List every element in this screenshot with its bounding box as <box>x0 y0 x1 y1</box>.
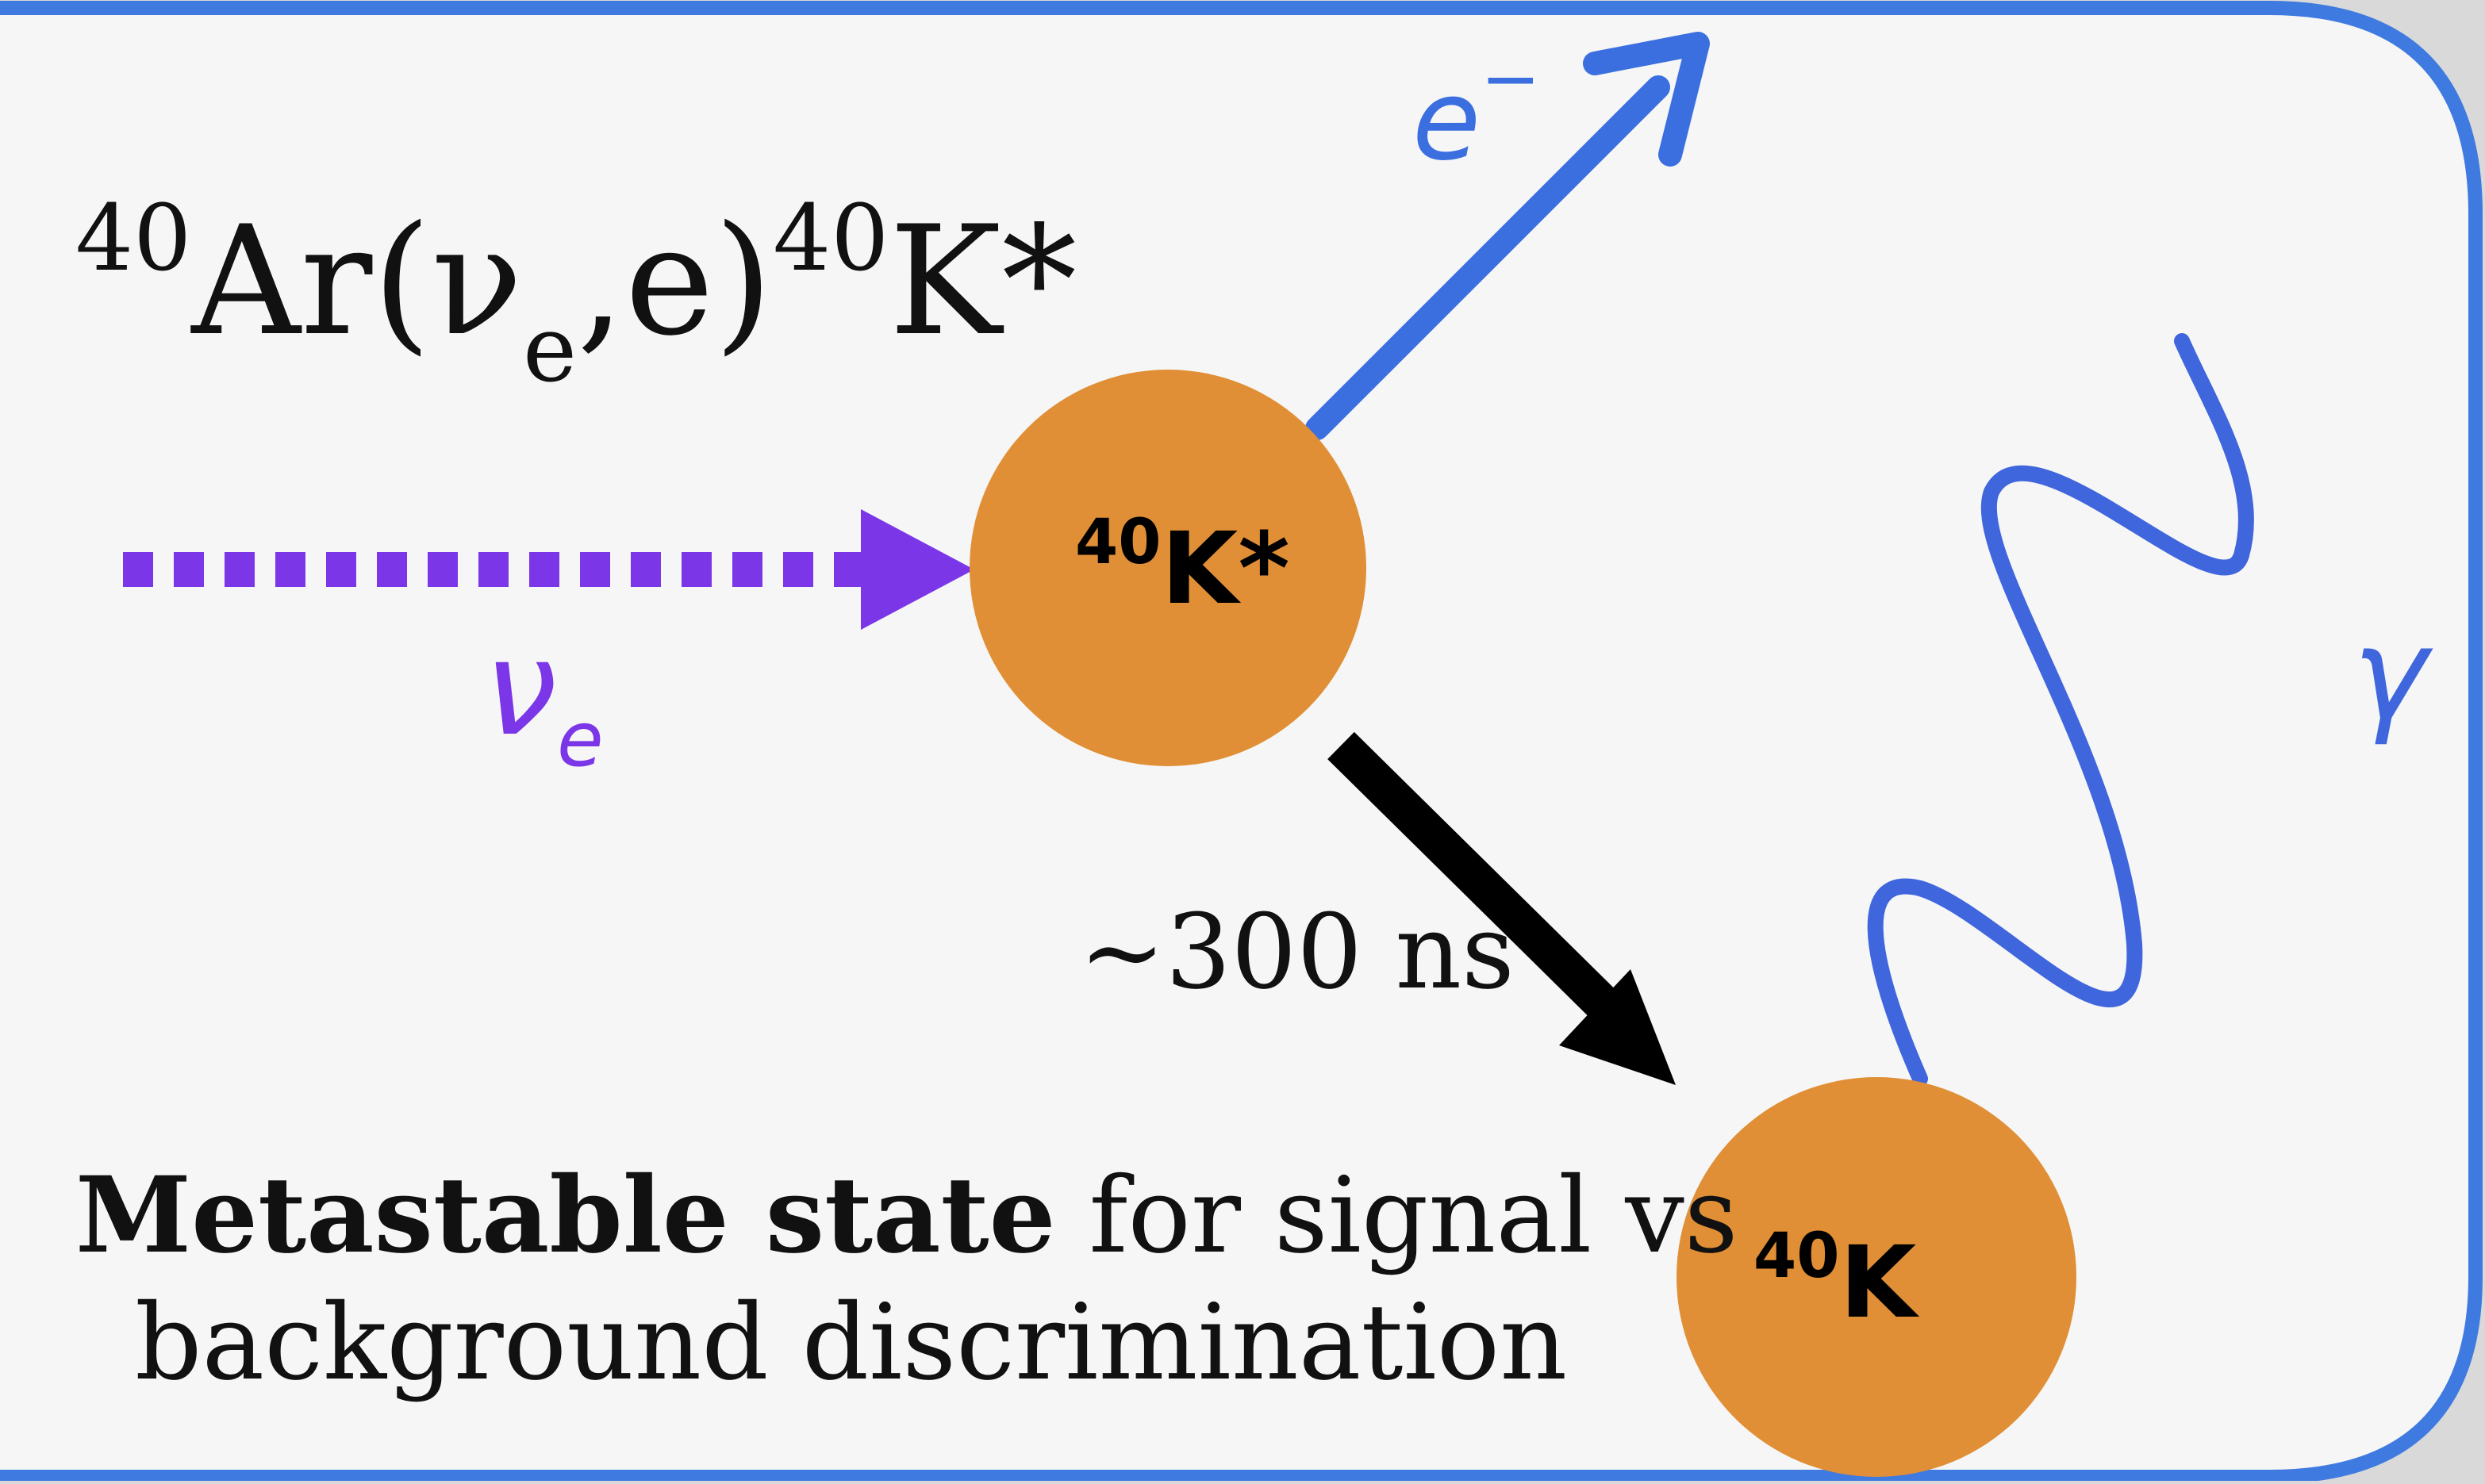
electron-symbol: e <box>1412 56 1481 186</box>
excited-nucleus-symbol: K* <box>1162 512 1290 627</box>
excited-nucleus-label: 40K* <box>1075 507 1290 627</box>
neutrino-arrowhead <box>861 509 974 630</box>
caption-line-2: background discrimination <box>135 1282 1567 1404</box>
gamma-label: γ <box>2352 600 2433 748</box>
electron-charge: − <box>1481 37 1540 121</box>
caption-line-1: Metastable state for signal vs <box>75 1154 1738 1277</box>
caption-bold: Metastable state <box>75 1154 1056 1277</box>
ground-nucleus-symbol: K <box>1840 1225 1920 1340</box>
neutrino-subscript: e <box>557 696 603 784</box>
ground-nucleus <box>1677 1077 2076 1477</box>
gamma-wave <box>1867 333 2254 1087</box>
ar-symbol: Ar( <box>190 194 431 369</box>
electron-in-formula: ,e) <box>577 194 773 369</box>
ar-mass-number: 40 <box>75 186 191 292</box>
ground-nucleus-mass: 40 <box>1753 1221 1840 1292</box>
decay-time-label: ~300 ns <box>1079 892 1515 1012</box>
electron-arrowhead <box>1583 32 1710 167</box>
k-mass-number: 40 <box>773 186 889 292</box>
neutrino-label: νe <box>484 612 604 784</box>
k-star-symbol: K* <box>889 194 1077 369</box>
decay-arrowhead <box>1559 969 1676 1085</box>
excited-nucleus <box>970 370 1366 766</box>
decay-arrow-shaft <box>1327 731 1648 1049</box>
electron-track <box>1305 75 1670 440</box>
ground-nucleus-label: 40K <box>1753 1221 1920 1340</box>
neutrino-symbol: ν <box>484 612 557 765</box>
reaction-formula: 40Ar(νe,e)40K* <box>75 186 1077 403</box>
nu-symbol: ν <box>432 194 524 369</box>
electron-label: e− <box>1412 37 1541 186</box>
excited-nucleus-mass: 40 <box>1075 507 1162 578</box>
caption-rest: for signal vs <box>1056 1155 1738 1277</box>
nu-subscript: e <box>523 297 577 403</box>
